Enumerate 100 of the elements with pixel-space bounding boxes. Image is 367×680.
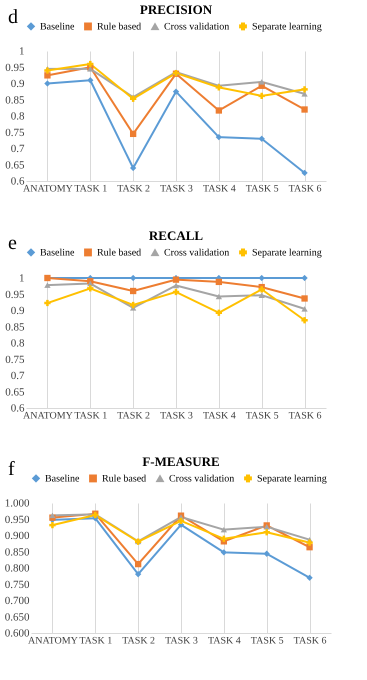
y-tick-label: 0.8 (10, 338, 25, 350)
point (301, 170, 308, 176)
y-tick-label: 0.6 (10, 176, 25, 188)
y-tick-label: 1.000 (4, 498, 30, 510)
legend-label: Rule based (97, 21, 142, 32)
y-tick-label: 0.65 (5, 386, 25, 398)
x-tick-label: TASK 3 (160, 184, 193, 194)
legend-label: Cross validation (169, 474, 234, 485)
chart-title: F-MEASURE (142, 454, 220, 469)
point (172, 282, 180, 288)
legend-label: Baseline (45, 473, 80, 484)
y-tick-label: 0.9 (10, 305, 25, 317)
point (301, 317, 308, 324)
point (216, 134, 222, 140)
y-tick-label: 0.85 (5, 94, 25, 106)
legend-label: Cross validation (164, 22, 230, 33)
point (44, 80, 51, 87)
y-tick-label: 0.95 (5, 288, 25, 301)
point (44, 300, 51, 306)
point (306, 574, 313, 581)
y-tick-label: 0.700 (4, 595, 30, 607)
point (301, 86, 308, 93)
y-tick-label: 1 (19, 46, 24, 58)
point (87, 285, 94, 292)
point (301, 295, 308, 302)
point (306, 539, 313, 546)
legend-label: Cross validation (164, 248, 230, 259)
point (130, 130, 136, 138)
point (301, 106, 308, 113)
y-tick-label: 0.750 (4, 578, 30, 591)
point (216, 294, 222, 300)
point (130, 288, 136, 294)
y-tick-label: 0.800 (4, 562, 30, 574)
legend-label: Rule based (97, 247, 142, 258)
x-tick-label: ANATOMY (23, 410, 73, 422)
x-tick-label: TASK 4 (208, 636, 241, 646)
y-tick-label: 0.8 (10, 110, 25, 122)
y-tick-label: 0.65 (5, 159, 25, 172)
point (264, 529, 270, 536)
x-tick-label: TASK 6 (288, 184, 322, 194)
text: f (8, 458, 15, 481)
point (44, 282, 51, 288)
x-tick-label: TASK 2 (117, 410, 150, 422)
y-tick-label: 0.7 (10, 370, 25, 382)
y-tick-label: 0.900 (4, 530, 30, 542)
point (258, 274, 265, 282)
y-tick-label: 0.850 (4, 546, 30, 558)
point (49, 512, 56, 518)
x-tick-label: TASK 5 (246, 410, 279, 422)
point (216, 107, 222, 114)
point (87, 60, 94, 68)
point (258, 79, 265, 85)
point (220, 536, 228, 542)
y-tick-label: 0.6 (10, 402, 25, 414)
point (172, 88, 180, 95)
point (134, 571, 142, 578)
x-tick-label: TASK 4 (202, 410, 236, 422)
point (258, 292, 265, 298)
x-tick-label: TASK 5 (250, 636, 284, 646)
y-tick-label: 0.600 (4, 628, 30, 640)
legend-label: Baseline (40, 247, 75, 258)
point (301, 306, 308, 312)
y-tick-label: 0.85 (5, 321, 25, 334)
point (130, 302, 136, 308)
x-tick-label: TASK 1 (74, 410, 108, 422)
point (258, 92, 265, 100)
x-tick-label: TASK 2 (122, 636, 156, 646)
legend-label: Separate learning (257, 473, 327, 484)
y-tick-label: 1 (19, 272, 24, 284)
x-tick-label: ANATOMY (23, 184, 73, 194)
point (178, 518, 184, 524)
x-tick-label: TASK 3 (160, 410, 193, 422)
y-tick-label: 0.7 (10, 143, 25, 155)
point (220, 526, 228, 532)
chart-title: RECALL (148, 228, 204, 243)
y-tick-label: 0.75 (5, 354, 25, 366)
point (216, 278, 222, 286)
point (134, 560, 142, 568)
point (172, 288, 180, 296)
x-tick-label: TASK 6 (294, 636, 326, 646)
y-tick-label: 0.950 (4, 514, 30, 526)
legend-label: Baseline (40, 21, 75, 32)
y-tick-label: 0.95 (5, 62, 25, 74)
legend-label: Separate learning (252, 21, 322, 32)
y-tick-label: 0.9 (10, 78, 25, 90)
x-tick-label: TASK 5 (246, 184, 279, 194)
x-tick-label: ANATOMY (28, 636, 78, 646)
point (264, 550, 270, 557)
text: e (8, 232, 17, 255)
x-tick-label: TASK 1 (79, 636, 112, 646)
chart-title: PRECISION (140, 2, 213, 17)
point (130, 164, 136, 172)
point (258, 136, 265, 142)
x-tick-label: TASK 1 (74, 184, 108, 194)
point (258, 286, 265, 293)
x-tick-label: TASK 3 (165, 636, 198, 646)
y-tick-label: 0.650 (4, 611, 30, 624)
legend-label: Separate learning (252, 247, 322, 258)
point (216, 310, 222, 316)
x-tick-label: TASK 6 (288, 410, 322, 422)
